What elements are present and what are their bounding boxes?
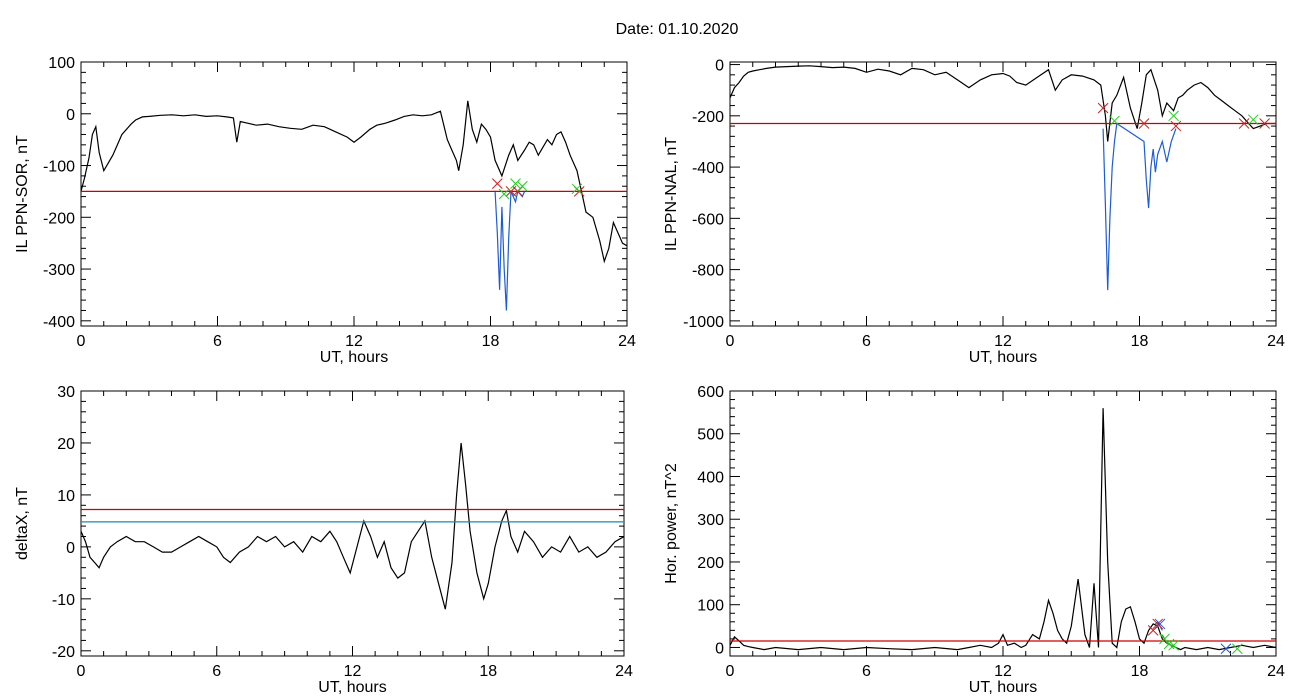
x-tick-label: 24 xyxy=(615,663,633,680)
y-tick-label: -1000 xyxy=(683,314,724,331)
x-tick-label: 18 xyxy=(1131,333,1149,350)
y-tick-label: -300 xyxy=(43,262,75,279)
x-tick-label: 12 xyxy=(994,333,1012,350)
y-tick-label: -400 xyxy=(43,314,75,331)
y-tick-label: -10 xyxy=(52,592,75,609)
series-group xyxy=(81,100,627,311)
y-tick-label: -20 xyxy=(52,644,75,661)
plot-frame xyxy=(729,390,1277,657)
y-tick-label: 300 xyxy=(697,512,724,529)
figure-title: Date: 01.10.2020 xyxy=(616,21,739,38)
x-tick-label: 12 xyxy=(994,663,1012,680)
marker-green xyxy=(1168,639,1179,651)
marker-green xyxy=(1168,110,1179,122)
x-tick-label: 12 xyxy=(344,663,362,680)
marker-blue xyxy=(1220,643,1232,655)
y-tick-label: 600 xyxy=(697,384,724,401)
marker-red xyxy=(1138,118,1150,129)
x-tick-label: 18 xyxy=(482,333,500,350)
y-tick-label: 200 xyxy=(697,555,724,572)
series-line-1 xyxy=(81,100,627,264)
series-line-1 xyxy=(81,442,624,610)
x-axis-label: UT, hours xyxy=(320,349,388,366)
marker-green xyxy=(1163,638,1175,650)
marker-green xyxy=(571,183,583,195)
marker-red xyxy=(491,178,503,190)
y-tick-label: 0 xyxy=(66,540,75,557)
chart-panel-3: 0 6 12 18 24 30 20 10 0 -10 -20 UT, hours deltaX, nT xyxy=(14,384,633,696)
series-group xyxy=(730,408,1276,655)
y-tick-label: 500 xyxy=(697,427,724,444)
series-group xyxy=(730,65,1276,291)
series-line-2 xyxy=(494,190,526,311)
y-axis-label: IL PPN-SOR, nT xyxy=(14,135,31,253)
chart-panel-4: 0 6 12 18 24 600 500 400 300 200 100 0 UT, hours Hor.… xyxy=(663,384,1285,696)
x-tick-label: 6 xyxy=(213,333,222,350)
y-tick-label: 10 xyxy=(57,488,75,505)
series-line-2 xyxy=(1102,122,1177,291)
x-tick-label: 6 xyxy=(862,333,871,350)
y-tick-label: 100 xyxy=(48,55,75,72)
y-tick-label: 20 xyxy=(57,436,75,453)
x-tick-label: 24 xyxy=(1267,333,1285,350)
y-tick-label: -800 xyxy=(692,263,724,280)
y-tick-label: -600 xyxy=(692,211,724,228)
series-group xyxy=(81,442,624,610)
chart-panel-1: 0 6 12 18 24 100 0 -100 -200 -300 -400 UT, hours IL … xyxy=(14,55,636,366)
plot-frame xyxy=(80,61,628,327)
marker-red xyxy=(1097,102,1109,114)
x-axis-label: UT, hours xyxy=(969,679,1037,696)
x-tick-label: 0 xyxy=(726,663,735,680)
y-tick-label: 100 xyxy=(697,598,724,615)
marker-green xyxy=(516,180,528,192)
y-axis-label: IL PPN-NAL, nT xyxy=(663,137,680,251)
y-tick-label: 0 xyxy=(66,107,75,124)
x-tick-label: 18 xyxy=(1131,663,1149,680)
x-tick-label: 0 xyxy=(77,333,86,350)
y-axis-label: Hor. power, nT^2 xyxy=(663,463,680,584)
plot-frame xyxy=(80,390,625,657)
chart-panel-2: 0 6 12 18 24 0 -200 -400 -600 -800 -1000 UT, hours I… xyxy=(663,58,1285,366)
marker-green xyxy=(1231,643,1243,655)
y-tick-label: -200 xyxy=(43,210,75,227)
marker-red xyxy=(1259,118,1270,129)
y-axis-label: deltaX, nT xyxy=(14,487,31,560)
x-tick-label: 6 xyxy=(862,663,871,680)
x-tick-label: 24 xyxy=(1267,663,1285,680)
marker-red xyxy=(1152,618,1164,630)
y-tick-label: -400 xyxy=(692,160,724,177)
series-line-1 xyxy=(730,408,1276,651)
marker-red xyxy=(1238,118,1250,129)
x-tick-label: 0 xyxy=(77,663,86,680)
marker-green xyxy=(1247,114,1259,126)
x-axis-label: UT, hours xyxy=(318,679,386,696)
x-tick-label: 24 xyxy=(618,333,636,350)
marker-green xyxy=(510,178,521,190)
marker-red xyxy=(1170,120,1182,132)
y-tick-label: 0 xyxy=(715,640,724,657)
x-axis-label: UT, hours xyxy=(969,349,1037,366)
x-tick-label: 18 xyxy=(479,663,497,680)
plot-frame xyxy=(729,61,1277,327)
x-tick-label: 6 xyxy=(212,663,221,680)
y-tick-label: 400 xyxy=(697,469,724,486)
y-tick-label: 30 xyxy=(57,384,75,401)
series-line-1 xyxy=(730,65,1276,142)
x-tick-label: 12 xyxy=(345,333,363,350)
x-tick-label: 0 xyxy=(726,333,735,350)
y-tick-label: 0 xyxy=(715,58,724,75)
marker-green xyxy=(1109,115,1120,127)
y-tick-label: -100 xyxy=(43,159,75,176)
marker-blue xyxy=(1154,618,1166,630)
y-tick-label: -200 xyxy=(692,109,724,126)
marker-green xyxy=(498,188,510,200)
